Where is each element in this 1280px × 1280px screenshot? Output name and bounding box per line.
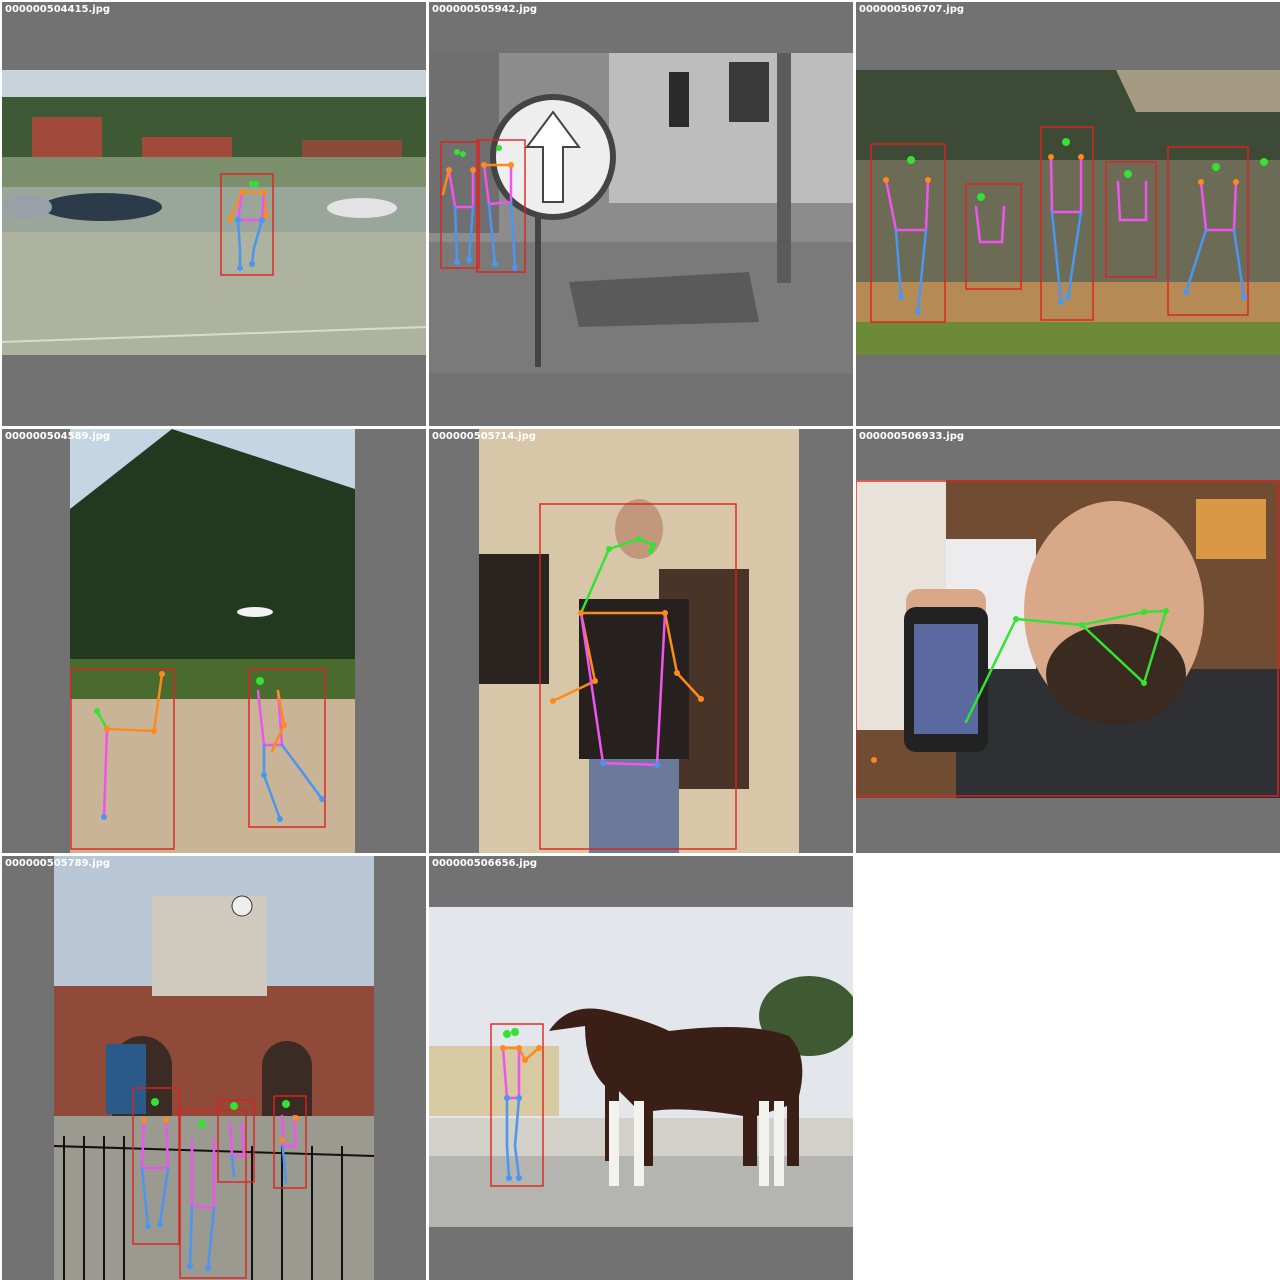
- tile-filename: 000000505789.jpg: [5, 858, 111, 869]
- bbox: [273, 1095, 307, 1189]
- bbox: [440, 141, 480, 269]
- bbox: [1167, 146, 1249, 316]
- bbox: [1105, 161, 1157, 278]
- tile-image: [53, 856, 375, 1280]
- tile-filename: 000000505942.jpg: [432, 4, 538, 15]
- tile-image: [70, 429, 355, 853]
- tile-image: [856, 70, 1280, 355]
- bbox: [70, 668, 175, 850]
- bbox: [179, 1109, 247, 1279]
- bbox: [217, 1099, 255, 1183]
- bbox: [965, 183, 1022, 290]
- image-tile: 000000505789.jpg: [2, 856, 426, 1280]
- tile-image: [479, 429, 799, 853]
- tile-image: [856, 480, 1280, 798]
- image-tile: 000000505942.jpg: [429, 2, 853, 426]
- bbox: [539, 503, 737, 850]
- bbox: [220, 173, 274, 276]
- image-tile: 000000504589.jpg: [2, 429, 426, 853]
- image-tile: 000000506933.jpg: [856, 429, 1280, 853]
- tile-image: [2, 70, 426, 355]
- tile-image: [429, 907, 853, 1227]
- bbox: [870, 143, 946, 323]
- bbox: [476, 139, 526, 273]
- tile-filename: 000000506656.jpg: [432, 858, 538, 869]
- image-tile: 000000505?14.jpg: [429, 429, 853, 853]
- tile-filename: 000000504589.jpg: [5, 431, 111, 442]
- bbox: [490, 1023, 544, 1187]
- tile-image: [429, 53, 853, 373]
- tile-filename: 000000506707.jpg: [859, 4, 965, 15]
- image-tile: 000000506656.jpg: [429, 856, 853, 1280]
- bbox: [1040, 126, 1094, 321]
- tile-filename: 000000504415.jpg: [5, 4, 111, 15]
- image-tile: 000000504415.jpg: [2, 2, 426, 426]
- image-tile: 000000506707.jpg: [856, 2, 1280, 426]
- tile-filename: 000000506933.jpg: [859, 431, 965, 442]
- tile-filename: 000000505?14.jpg: [432, 431, 536, 442]
- bbox: [248, 668, 326, 828]
- bbox: [856, 480, 1279, 797]
- bbox: [132, 1087, 180, 1245]
